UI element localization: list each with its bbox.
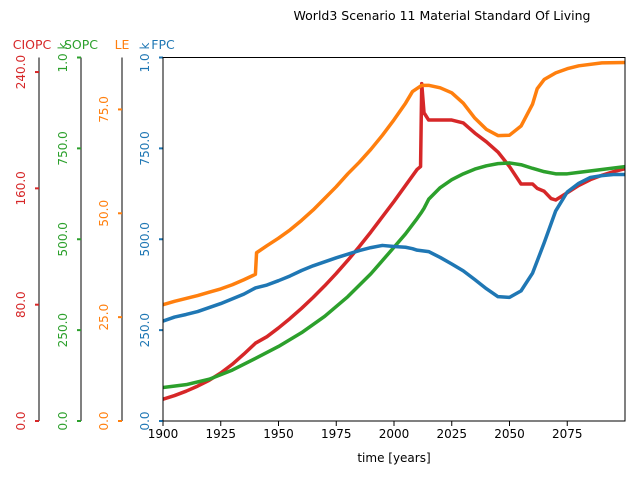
y-tick-label-le-1: 25.0 [97,304,111,331]
x-tick-label-1950: 1950 [263,427,294,441]
y-tick-label-ciopc-2: 160.0 [14,171,28,205]
y-tick-label-fpc-3: 750.0 [138,131,152,165]
series-line-le [163,60,625,307]
y-tick-label-fpc-0: 0.0 [138,411,152,430]
x-tick-label-1975: 1975 [321,427,352,441]
series-line-sopc [163,161,625,390]
y-axis-fpc: 0.0 250.0 500.0 750.0 1.0 k FPC [138,37,175,431]
y-axis-name-le: LE [115,37,130,52]
y-tick-label-sopc-2: 500.0 [56,222,70,256]
y-tick-label-fpc-2: 500.0 [138,222,152,256]
x-tick-label-2000: 2000 [379,427,410,441]
y-tick-label-le-3: 75.0 [97,96,111,123]
y-tick-label-ciopc-3: 240.0 [14,55,28,89]
y-tick-label-ciopc-0: 0.0 [14,411,28,430]
y-tick-label-ciopc-1: 80.0 [14,291,28,318]
y-tick-label-sopc-3: 750.0 [56,131,70,165]
x-tick-label-1900: 1900 [148,427,179,441]
x-tick-label-2025: 2025 [436,427,467,441]
y-axis-name-ciopc: CIOPC [13,37,52,52]
y-axis-name-fpc: FPC [151,37,175,52]
y-tick-label-sopc-0: 0.0 [56,411,70,430]
y-tick-label-fpc-4: 1.0 k [138,43,152,73]
axes-layer: 1900 1925 1950 1975 2000 2025 2050 2075 0.0 80.0 1… [13,37,583,441]
x-tick-label-1925: 1925 [205,427,236,441]
x-axis-label: time [years] [357,451,430,465]
y-tick-label-le-0: 0.0 [97,411,111,430]
y-tick-label-sopc-4: 1.0 k [56,43,70,73]
series-line-ciopc [163,81,625,401]
y-axis-ciopc: 0.0 80.0 160.0 240.0 CIOPC [13,37,52,431]
x-tick-label-2050: 2050 [494,427,525,441]
y-tick-label-le-2: 50.0 [97,200,111,227]
plot-frame [162,57,626,422]
y-tick-label-sopc-1: 250.0 [56,313,70,347]
x-tick-label-2075: 2075 [552,427,583,441]
y-axis-le: 0.0 25.0 50.0 75.0 LE [97,37,130,431]
y-axis-name-sopc: SOPC [64,37,98,52]
chart-title: World3 Scenario 11 Material Standard Of … [294,8,591,23]
series-line-fpc [163,172,625,323]
lines-layer [163,60,625,401]
y-tick-label-fpc-1: 250.0 [138,313,152,347]
